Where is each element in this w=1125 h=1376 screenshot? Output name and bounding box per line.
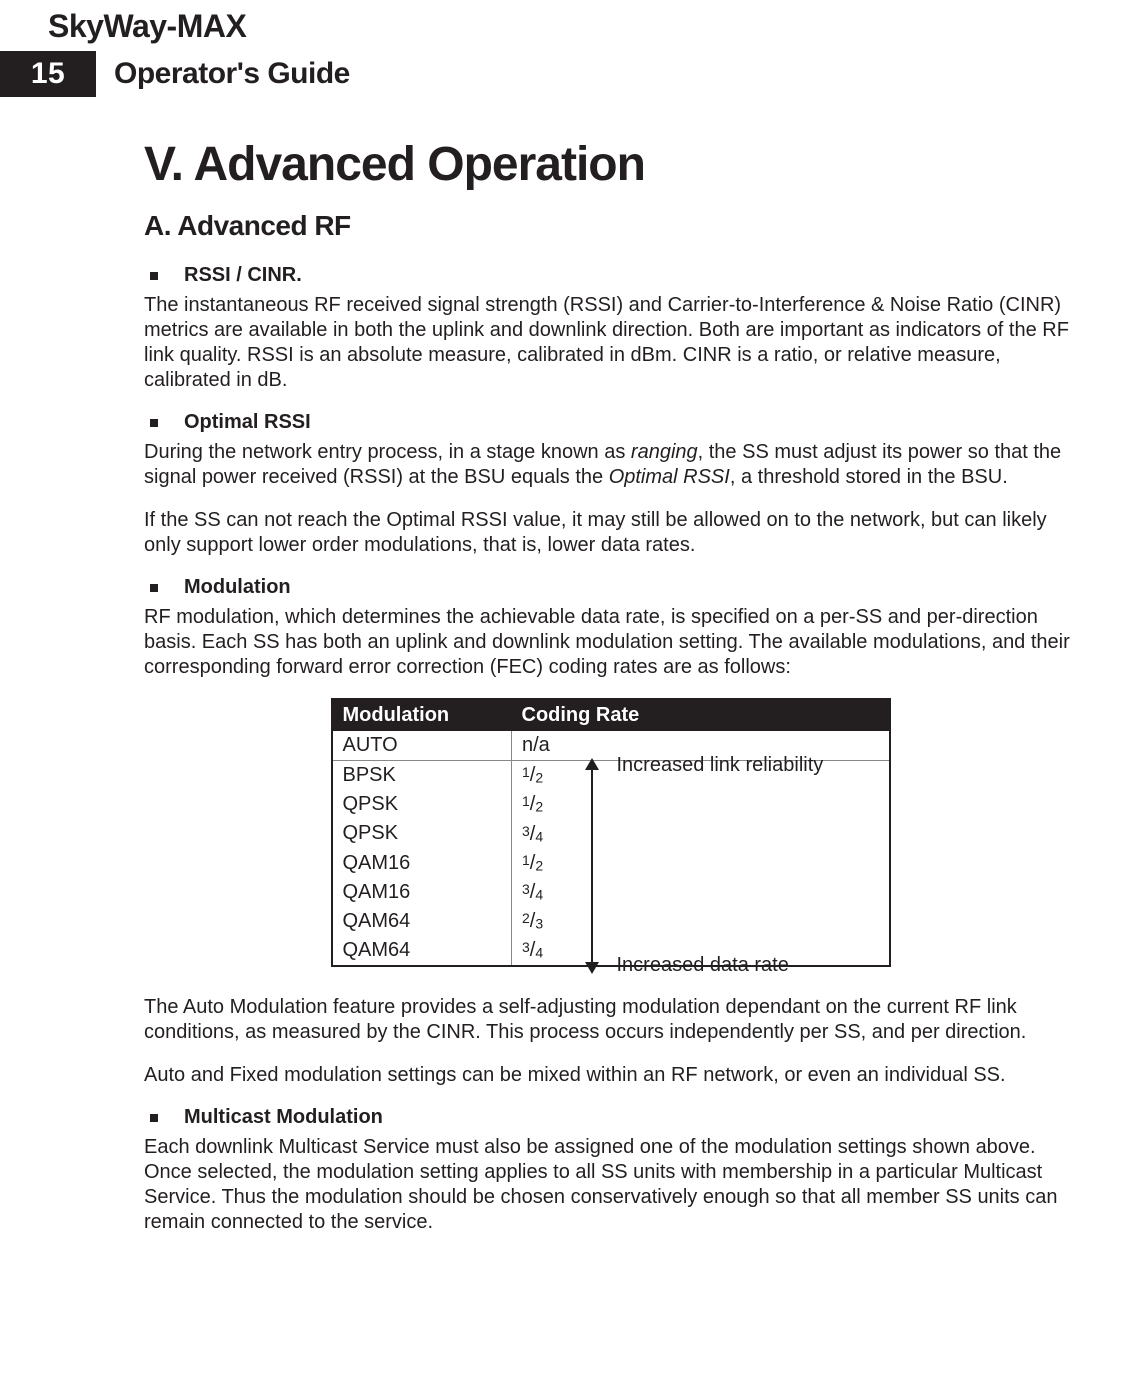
fraction-numerator: 3 [522,822,530,838]
subsection-multicast-title: Multicast Modulation [184,1106,383,1129]
table-header-modulation: Modulation [332,699,512,731]
cell-coding-rate: 1/2 [512,790,592,819]
table-header-row: Modulation Coding Rate [332,699,890,731]
page-content: V. Advanced Operation A. Advanced RF RSS… [144,137,1077,1235]
italic-run: ranging [631,441,698,463]
subsection-rssi-cinr-body: The instantaneous RF received signal str… [144,293,1077,393]
auto-modulation-para2: Auto and Fixed modulation settings can b… [144,1063,1077,1088]
arrow-line [591,766,593,968]
cell-modulation: QAM64 [332,907,512,936]
fraction-denominator: 2 [535,857,543,873]
cell-coding-rate: 3/4 [512,878,592,907]
subsection-multicast-heading: Multicast Modulation [144,1106,1077,1129]
arrow-down-icon [585,962,599,974]
table-header-coding-rate: Coding Rate [512,699,890,731]
fraction-denominator: 3 [535,916,543,932]
subsection-optimal-rssi-body1: During the network entry process, in a s… [144,440,1077,490]
cell-coding-rate: 1/2 [512,761,592,791]
cell-modulation: QAM16 [332,849,512,878]
auto-modulation-para1: The Auto Modulation feature provides a s… [144,995,1077,1045]
fraction-denominator: 4 [535,828,543,844]
fraction-numerator: 2 [522,910,530,926]
fraction-numerator: 3 [522,939,530,955]
cell-modulation: QAM64 [332,936,512,966]
fraction-numerator: 1 [522,852,530,868]
arrow-label-top: Increased link reliability [617,754,824,777]
subsection-modulation-heading: Modulation [144,576,1077,599]
text-run: , a threshold stored in the BSU. [730,466,1008,488]
fraction-numerator: 1 [522,764,530,780]
cell-modulation: BPSK [332,761,512,791]
cell-coding-rate: 2/3 [512,907,592,936]
header-bar: 15 Operator's Guide [0,51,1125,97]
italic-run: Optimal RSSI [609,466,730,488]
cell-modulation: QPSK [332,819,512,848]
cell-modulation: QPSK [332,790,512,819]
text-run: During the network entry process, in a s… [144,441,631,463]
guide-title: Operator's Guide [96,51,350,97]
cell-modulation: AUTO [332,731,512,761]
fraction-denominator: 2 [535,770,543,786]
fraction-denominator: 4 [535,886,543,902]
subsection-multicast-body: Each downlink Multicast Service must als… [144,1135,1077,1235]
section-title: A. Advanced RF [144,210,1077,242]
cell-coding-rate: 3/4 [512,819,592,848]
cell-modulation: QAM16 [332,878,512,907]
cell-coding-rate: 3/4 [512,936,592,966]
cell-coding-rate: n/a [512,731,592,761]
chapter-title: V. Advanced Operation [144,137,1077,192]
modulation-table-wrap: Modulation Coding Rate AUTO n/a BPSK 1/2… [331,698,891,967]
arrow-annotation: Increased link reliability Increased dat… [581,754,881,980]
product-name: SkyWay-MAX [48,8,1077,45]
bullet-square-icon [150,419,158,427]
bullet-square-icon [150,584,158,592]
cell-coding-rate: 1/2 [512,849,592,878]
subsection-modulation-body: RF modulation, which determines the achi… [144,605,1077,680]
subsection-modulation-title: Modulation [184,576,291,599]
fraction-denominator: 2 [535,799,543,815]
subsection-optimal-rssi-body2: If the SS can not reach the Optimal RSSI… [144,508,1077,558]
fraction-denominator: 4 [535,945,543,961]
subsection-rssi-cinr-heading: RSSI / CINR. [144,264,1077,287]
subsection-optimal-rssi-title: Optimal RSSI [184,411,311,434]
page-number-box: 15 [0,51,96,97]
bullet-square-icon [150,1114,158,1122]
fraction-numerator: 3 [522,881,530,897]
subsection-optimal-rssi-heading: Optimal RSSI [144,411,1077,434]
subsection-rssi-cinr-title: RSSI / CINR. [184,264,302,287]
arrow-label-bottom: Increased data rate [617,954,789,977]
bullet-square-icon [150,272,158,280]
fraction-numerator: 1 [522,793,530,809]
